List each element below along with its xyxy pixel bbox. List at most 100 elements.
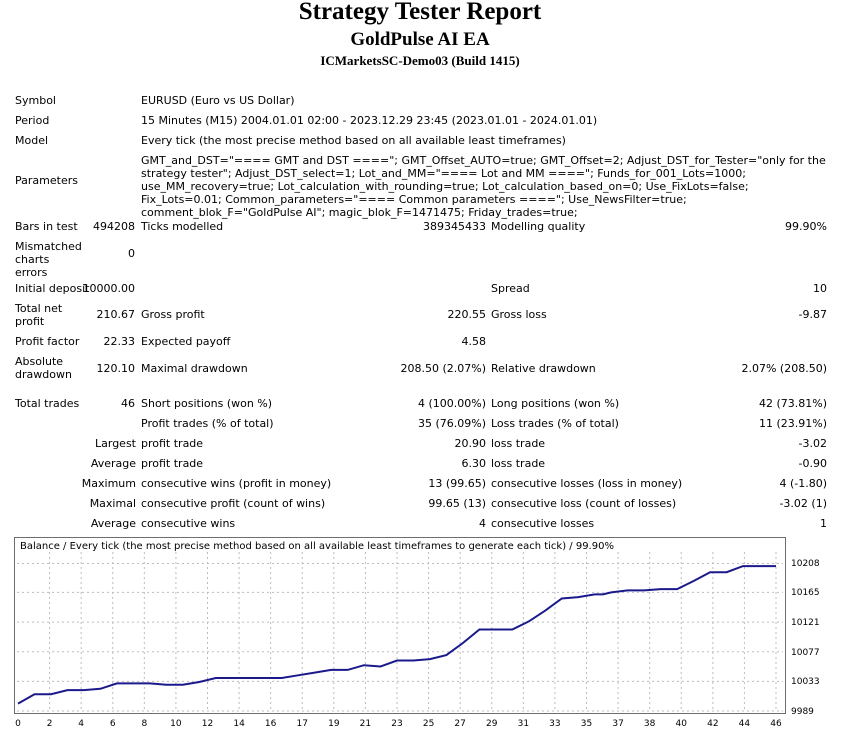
balance-chart-svg: [17, 552, 783, 712]
x-tick-label: 0: [15, 719, 21, 729]
x-tick-label: 23: [391, 719, 403, 729]
y-tick-label: 10208: [791, 559, 820, 570]
x-tick-label: 38: [643, 719, 656, 729]
largest-loss-value: -3.02: [798, 437, 827, 450]
x-tick-label: 17: [296, 719, 308, 729]
model-value: Every tick (the most precise method base…: [141, 134, 566, 147]
x-tick-label: 21: [359, 719, 372, 729]
maximum-label: Maximum: [81, 477, 136, 490]
y-tick-label: 10077: [791, 647, 820, 658]
report-title: Strategy Tester Report: [298, 0, 542, 25]
model-label: Model: [15, 134, 49, 147]
x-tick-label: 12: [201, 719, 214, 729]
x-tick-label: 46: [770, 719, 782, 729]
y-tick-label: 9989: [791, 707, 814, 717]
maximal-drawdown-label: Maximal drawdown: [141, 362, 248, 375]
mismatch-value: 0: [128, 247, 135, 260]
relative-drawdown-value: 2.07% (208.50): [741, 362, 827, 375]
x-tick-label: 10: [170, 719, 182, 729]
short-positions-value: 4 (100.00%): [417, 397, 486, 410]
x-tick-label: 37: [612, 719, 624, 729]
x-tick-label: 27: [454, 719, 466, 729]
spread-value: 10: [813, 282, 827, 295]
x-tick-label: 40: [675, 719, 687, 729]
maximal-cons-profit-label: consecutive profit (count of wins): [141, 497, 326, 510]
average2-label: Average: [90, 517, 136, 530]
expected-payoff-value: 4.58: [461, 335, 487, 348]
max-cons-losses-value: 4 (-1.80): [779, 477, 827, 490]
x-tick-label: 2: [46, 719, 53, 729]
x-tick-label: 35: [580, 719, 593, 729]
symbol-value: EURUSD (Euro vs US Dollar): [141, 94, 295, 107]
quality-label: Modelling quality: [491, 220, 586, 233]
parameters-label: Parameters: [15, 174, 78, 187]
expected-payoff-label: Expected payoff: [141, 335, 231, 348]
max-cons-losses-label: consecutive losses (loss in money): [491, 477, 683, 490]
absolute-drawdown-value: 120.10: [96, 362, 136, 375]
ea-name: GoldPulse AI EA: [350, 29, 490, 50]
x-tick-label: 44: [738, 719, 751, 729]
x-tick-label: 16: [264, 719, 277, 729]
y-tick-label: 10033: [791, 677, 820, 688]
maximal-cons-loss-value: -3.02 (1): [779, 497, 827, 510]
long-positions-value: 42 (73.81%): [758, 397, 827, 410]
quality-value: 99.90%: [785, 220, 827, 233]
avg-cons-losses-value: 1: [820, 517, 827, 530]
avg-cons-wins-label: consecutive wins: [141, 517, 236, 530]
profit-factor-label: Profit factor: [15, 335, 80, 348]
balance-line: [17, 565, 776, 705]
maximal-label: Maximal: [89, 497, 136, 510]
total-net-profit-value: 210.67: [96, 308, 136, 321]
gross-loss-label: Gross loss: [491, 308, 547, 321]
maximal-cons-profit-value: 99.65 (13): [428, 497, 486, 510]
gross-loss-value: -9.87: [798, 308, 827, 321]
total-trades-value: 46: [121, 397, 135, 410]
short-positions-label: Short positions (won %): [141, 397, 273, 410]
ticks-value: 389345433: [423, 220, 486, 233]
profit-factor-value: 22.33: [103, 335, 136, 348]
loss-trades-value: 11 (23.91%): [758, 417, 827, 430]
period-label: Period: [15, 114, 50, 127]
gross-profit-value: 220.55: [447, 308, 487, 321]
avg-cons-wins-value: 4: [479, 517, 486, 530]
y-tick-label: 10165: [791, 588, 820, 599]
initial-deposit-label: Initial deposit: [15, 282, 90, 295]
parameters-value: GMT_and_DST="==== GMT and DST ===="; GMT…: [141, 154, 826, 219]
ticks-label: Ticks modelled: [141, 220, 224, 233]
y-tick-label: 10121: [791, 618, 820, 629]
x-tick-label: 6: [109, 719, 116, 729]
gross-profit-label: Gross profit: [141, 308, 205, 321]
bars-label: Bars in test: [15, 220, 78, 233]
maximal-drawdown-value: 208.50 (2.07%): [400, 362, 486, 375]
x-tick-label: 25: [422, 719, 435, 729]
profit-trades-label: Profit trades (% of total): [141, 417, 274, 430]
x-tick-label: 31: [517, 719, 530, 729]
loss-trades-label: Loss trades (% of total): [491, 417, 619, 430]
average-loss-value: -0.90: [798, 457, 827, 470]
initial-deposit-value: 10000.00: [82, 282, 136, 295]
largest-profit-label: profit trade: [141, 437, 204, 450]
relative-drawdown-label: Relative drawdown: [491, 362, 596, 375]
x-tick-label: 8: [141, 719, 148, 729]
long-positions-label: Long positions (won %): [491, 397, 620, 410]
max-cons-wins-value: 13 (99.65): [428, 477, 486, 490]
average-loss-label: loss trade: [491, 457, 546, 470]
max-cons-wins-label: consecutive wins (profit in money): [141, 477, 332, 490]
average-label: Average: [90, 457, 136, 470]
total-trades-label: Total trades: [15, 397, 80, 410]
absolute-drawdown-label: Absolute drawdown: [15, 355, 72, 381]
x-tick-label: 42: [707, 719, 719, 729]
largest-profit-value: 20.90: [454, 437, 487, 450]
period-value: 15 Minutes (M15) 2004.01.01 02:00 - 2023…: [141, 114, 598, 127]
x-tick-label: 19: [328, 719, 340, 729]
server-info: ICMarketsSC-Demo03 (Build 1415): [320, 53, 520, 68]
x-tick-label: 29: [486, 719, 498, 729]
x-tick-label: 14: [233, 719, 245, 729]
avg-cons-losses-label: consecutive losses: [491, 517, 595, 530]
average-profit-label: profit trade: [141, 457, 204, 470]
mismatch-label: Mismatched charts errors: [15, 240, 82, 279]
symbol-label: Symbol: [15, 94, 56, 107]
balance-chart: [14, 537, 786, 714]
bars-value: 494208: [93, 220, 135, 233]
largest-loss-label: loss trade: [491, 437, 546, 450]
